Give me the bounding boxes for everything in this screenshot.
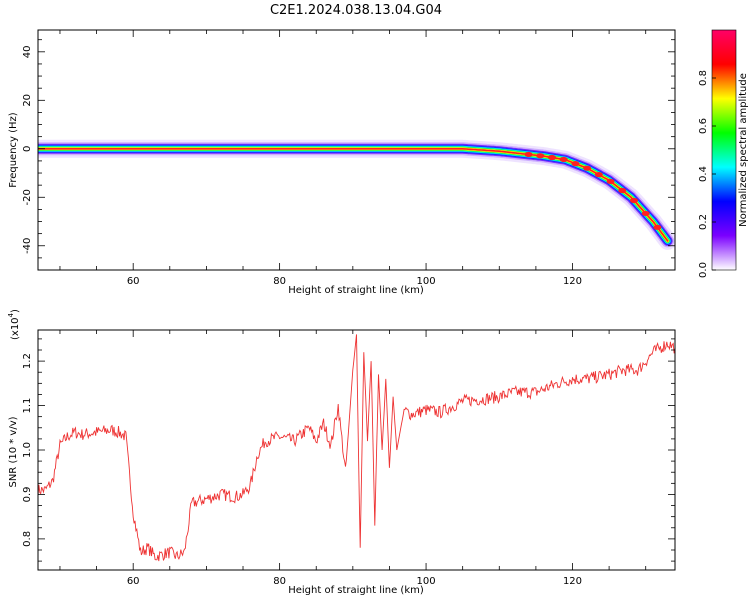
snr-frame: [37, 329, 676, 571]
colorbar-tick-label: 0.2: [698, 214, 709, 230]
trace-blob: [653, 224, 662, 230]
spectrogram-ytick-label: 20: [22, 94, 33, 107]
spectrogram-xtick-label: 80: [273, 276, 286, 287]
spectrogram-xtick-label: 60: [127, 276, 140, 287]
trace-blob: [583, 165, 592, 171]
spectrogram-ytick-label: 40: [22, 45, 33, 58]
colorbar-tick-label: 0.4: [698, 166, 709, 182]
snr-xtick-label: 100: [417, 576, 436, 587]
snr-multiplier: (x104): [7, 309, 21, 340]
snr-multiplier-exp: 4: [7, 312, 15, 317]
svg-text:(x104): (x104): [7, 309, 21, 340]
colorbar-gradient: [711, 29, 737, 271]
snr-multiplier-base: (x10: [10, 317, 21, 340]
spectrogram-xtick-label: 120: [563, 276, 582, 287]
colorbar-tick-label: 0.8: [698, 70, 709, 86]
trace-blob: [524, 151, 533, 158]
spectrogram-panel: 60 80 100 120 -40 -20 0 20 40 Height of straight…: [8, 29, 676, 296]
colorbar-tick-label: 0.0: [698, 262, 709, 278]
snr-series-line: [38, 334, 675, 562]
trace-blob: [547, 154, 556, 161]
spectrogram-ytick-label: 0: [22, 146, 33, 152]
trace-blob: [536, 153, 545, 159]
spectrogram-trace: [38, 139, 675, 250]
spectrogram-axes: 60 80 100 120 -40 -20 0 20 40: [22, 30, 675, 287]
spectrogram-ylabel: Frequency (Hz): [8, 112, 19, 188]
figure-title: C2E1.2024.038.13.04.G04: [270, 3, 442, 18]
snr-xtick-label: 60: [127, 576, 140, 587]
spectrogram-xlabel: Height of straight line (km): [288, 285, 424, 296]
trace-blob: [559, 156, 568, 163]
colorbar: 0.0 0.2 0.4 0.6 0.8 Normalized spectral ampl…: [698, 29, 749, 278]
snr-ytick-label: 1.2: [22, 353, 33, 369]
spectrogram-ytick-label: -20: [22, 189, 33, 205]
snr-ytick-label: 0.8: [22, 531, 33, 547]
snr-xtick-label: 80: [273, 576, 286, 587]
snr-xlabel: Height of straight line (km): [288, 585, 424, 596]
snr-ylabel: SNR (10 * v/v): [8, 416, 19, 487]
snr-ytick-label: 0.9: [22, 486, 33, 502]
trace-blob: [594, 172, 603, 178]
snr-ytick-label: 1.0: [22, 442, 33, 458]
colorbar-tick-label: 0.6: [698, 118, 709, 134]
spectrogram-frame: [37, 29, 676, 271]
snr-ytick-label: 1.1: [22, 398, 33, 414]
snr-axes: 60 80 100 120 0.8 0.9 1.0 1.1 1.2: [22, 330, 675, 587]
colorbar-ticks: 0.0 0.2 0.4 0.6 0.8: [698, 70, 716, 278]
snr-xtick-label: 120: [563, 576, 582, 587]
trace-blob: [629, 197, 638, 204]
snr-panel: 60 80 100 120 0.8 0.9 1.0 1.1 1.2 Height of stra…: [7, 309, 676, 596]
trace-blob: [618, 187, 627, 194]
trace-blob: [571, 161, 580, 167]
colorbar-label: Normalized spectral amplitude: [738, 73, 749, 227]
spectrogram-xtick-label: 100: [417, 276, 436, 287]
snr-multiplier-close: ): [10, 309, 21, 313]
trace-blob: [641, 210, 650, 217]
trace-blob: [606, 178, 615, 185]
spectrogram-ytick-label: -40: [22, 238, 33, 254]
